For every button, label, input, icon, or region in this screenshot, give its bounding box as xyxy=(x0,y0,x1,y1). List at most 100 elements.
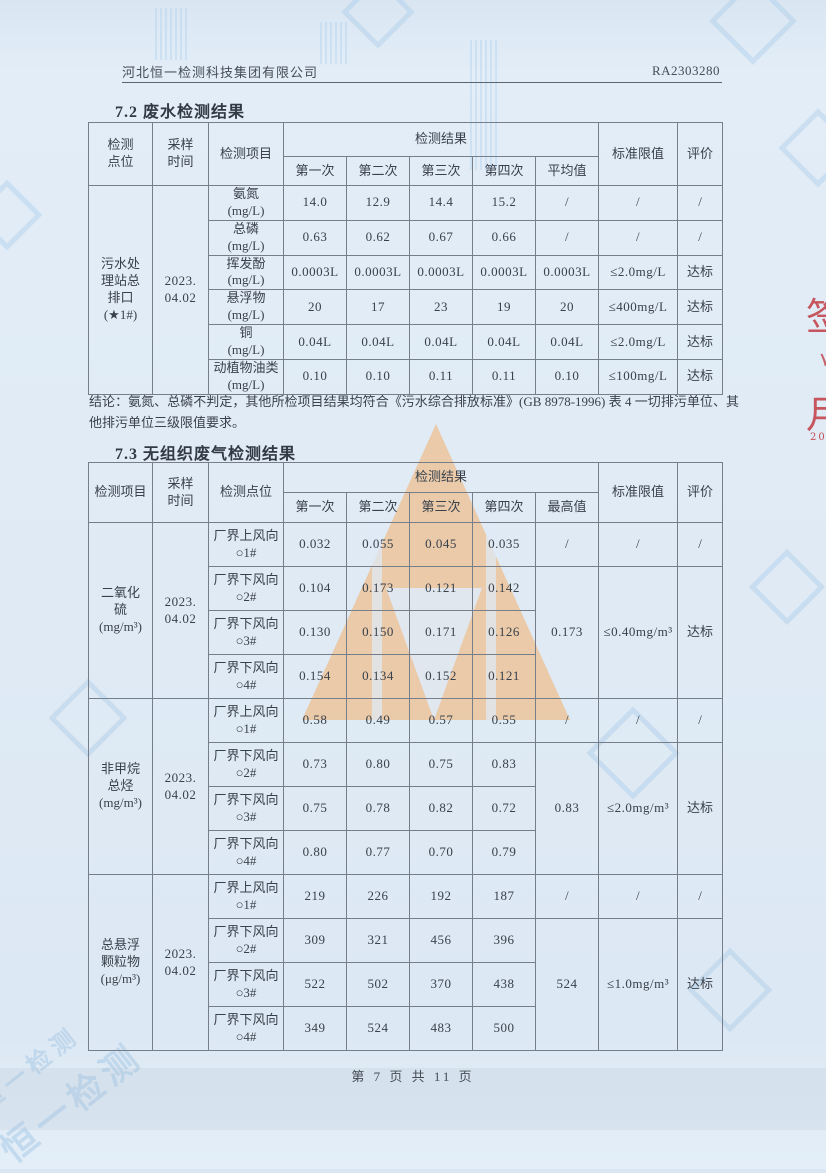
point-cell: 厂界下风向 ○4# xyxy=(208,830,284,875)
eval-cell: / xyxy=(677,219,724,256)
table-row: 动植物油类 (mg/L) 0.10 0.10 0.11 0.11 0.10 ≤10… xyxy=(89,358,724,395)
header-run2: 第二次 xyxy=(346,156,410,186)
value-cell: 0.142 xyxy=(472,566,536,611)
header-run2: 第二次 xyxy=(346,492,410,523)
table-row: 厂界下风向 ○4# 349 524 483 500 xyxy=(89,1006,723,1051)
gas-table: 检测项目 采样时间 检测点位 检测结果 标准限值 评价 第一次 第二次 第三次 … xyxy=(88,462,724,1051)
value-cell: 0.82 xyxy=(409,786,473,831)
value-cell: 309 xyxy=(283,918,347,963)
value-cell: 349 xyxy=(283,1006,347,1051)
point-cell: 厂界上风向 ○1# xyxy=(208,874,284,919)
value-cell: 0.55 xyxy=(472,698,536,743)
table-subheader-row: 第一次 第二次 第三次 第四次 平均值 xyxy=(89,156,723,186)
value-cell: 370 xyxy=(409,962,473,1007)
limit-cell: ≤100mg/L xyxy=(598,358,679,395)
value-cell: 0.49 xyxy=(346,698,410,743)
table-header-row: 检测点位 采样时间 检测项目 检测结果 标准限值 评价 xyxy=(88,122,724,186)
header-point: 检测点位 xyxy=(88,122,153,186)
value-cell: 187 xyxy=(472,874,536,919)
limit-cell: / xyxy=(598,522,679,567)
value-cell: 0.0003L xyxy=(409,254,473,291)
avg-cell: / xyxy=(534,185,600,221)
table-row: 悬浮物 (mg/L) 20 17 23 19 20 ≤400mg/L 达标 xyxy=(89,289,724,326)
value-cell: 0.70 xyxy=(409,830,473,875)
value-cell: 524 xyxy=(346,1006,410,1051)
value-cell: 0.58 xyxy=(283,698,347,743)
wastewater-table: 检测点位 采样时间 检测项目 检测结果 标准限值 评价 第一次 第二次 第三次 … xyxy=(88,122,724,395)
item-cell: 二氧化硫 (mg/m³) xyxy=(88,522,153,699)
point-cell: 厂界下风向 ○4# xyxy=(208,654,284,699)
item-cell: 悬浮物 (mg/L) xyxy=(208,289,284,326)
avg-cell: / xyxy=(534,219,600,256)
table-row: 厂界下风向 ○2# 309 321 456 396 524 ≤1.0mg/m³ 达… xyxy=(89,918,724,1051)
header-run4: 第四次 xyxy=(472,156,536,186)
header-run4: 第四次 xyxy=(472,492,536,523)
value-cell: 15.2 xyxy=(472,185,536,221)
header-max: 最高值 xyxy=(534,492,600,523)
value-cell: 0.154 xyxy=(283,654,347,699)
value-cell: 219 xyxy=(283,874,347,919)
value-cell: 0.121 xyxy=(472,654,536,699)
value-cell: 0.79 xyxy=(472,830,536,875)
avg-cell: 0.0003L xyxy=(534,254,600,291)
value-cell: 0.83 xyxy=(472,742,536,787)
item-cell: 总悬浮颗粒物 (μg/m³) xyxy=(88,874,153,1051)
item-cell: 铜 (mg/L) xyxy=(208,324,284,360)
header-item: 检测项目 xyxy=(208,122,284,186)
stamp-fragment: 丶 xyxy=(805,343,826,380)
value-cell: 17 xyxy=(346,289,410,326)
header-limit: 标准限值 xyxy=(598,122,679,186)
eval-cell: 达标 xyxy=(677,742,724,875)
header-eval: 评价 xyxy=(677,462,724,523)
value-cell: 0.04L xyxy=(283,324,347,360)
header-eval: 评价 xyxy=(677,122,724,186)
max-cell: 0.83 xyxy=(534,742,600,875)
time-cell: 2023. 04.02 xyxy=(152,874,209,1051)
value-cell: 0.134 xyxy=(346,654,410,699)
item-cell: 动植物油类 (mg/L) xyxy=(208,358,284,395)
table-row: 二氧化硫 (mg/m³) 2023. 04.02 厂界上风向 ○1# 0.032 0.… xyxy=(88,522,724,699)
value-cell: 0.73 xyxy=(283,742,347,787)
point-name: 污水处理站总排口 xyxy=(100,256,140,305)
point-cell: 厂界下风向 ○2# xyxy=(208,918,284,963)
limit-cell: ≤2.0mg/L xyxy=(598,254,679,291)
value-cell: 14.4 xyxy=(409,185,473,221)
value-cell: 0.121 xyxy=(409,566,473,611)
value-cell: 0.72 xyxy=(472,786,536,831)
header-run3: 第三次 xyxy=(409,156,473,186)
eval-cell: / xyxy=(677,522,724,567)
company-name: 河北恒一检测科技集团有限公司 xyxy=(122,65,319,80)
value-cell: 192 xyxy=(409,874,473,919)
point-cell: 厂界下风向 ○3# xyxy=(208,962,284,1007)
header-time: 采样时间 xyxy=(152,122,209,186)
item-cell: 氨氮 (mg/L) xyxy=(208,185,284,221)
section-title-7-2: 7.2 废水检测结果 xyxy=(115,104,246,121)
header-result: 检测结果 xyxy=(282,122,600,157)
value-cell: 14.0 xyxy=(283,185,347,221)
value-cell: 20 xyxy=(283,289,347,326)
max-cell: / xyxy=(534,874,600,919)
limit-cell: / xyxy=(598,698,679,743)
header-limit: 标准限值 xyxy=(598,462,679,523)
table-row: 总磷 (mg/L) 0.63 0.62 0.67 0.66 / / / xyxy=(89,219,724,256)
eval-cell: 达标 xyxy=(677,918,724,1051)
limit-cell: ≤2.0mg/L xyxy=(598,324,679,360)
value-cell: 502 xyxy=(346,962,410,1007)
value-cell: 0.57 xyxy=(409,698,473,743)
value-cell: 0.0003L xyxy=(346,254,410,291)
eval-cell: 达标 xyxy=(677,324,724,360)
table-row: 挥发酚 (mg/L) 0.0003L 0.0003L 0.0003L 0.0003… xyxy=(89,254,724,291)
item-cell: 非甲烷总烃 (mg/m³) xyxy=(88,698,153,875)
value-cell: 0.171 xyxy=(409,610,473,655)
value-cell: 226 xyxy=(346,874,410,919)
max-cell: 524 xyxy=(534,918,600,1051)
value-cell: 0.75 xyxy=(283,786,347,831)
section-title-7-3: 7.3 无组织废气检测结果 xyxy=(115,446,297,463)
value-cell: 0.173 xyxy=(346,566,410,611)
table-row: 污水处理站总排口 (★1#) 2023. 04.02 氨氮 (mg/L) 14.0 … xyxy=(88,185,724,395)
page-header: 河北恒一检测科技集团有限公司 RA2303280 xyxy=(122,62,722,83)
value-cell: 12.9 xyxy=(346,185,410,221)
max-cell: / xyxy=(534,522,600,567)
value-cell: 483 xyxy=(409,1006,473,1051)
table-row: 总悬浮颗粒物 (μg/m³) 2023. 04.02 厂界上风向 ○1# 219 22… xyxy=(88,874,724,1051)
